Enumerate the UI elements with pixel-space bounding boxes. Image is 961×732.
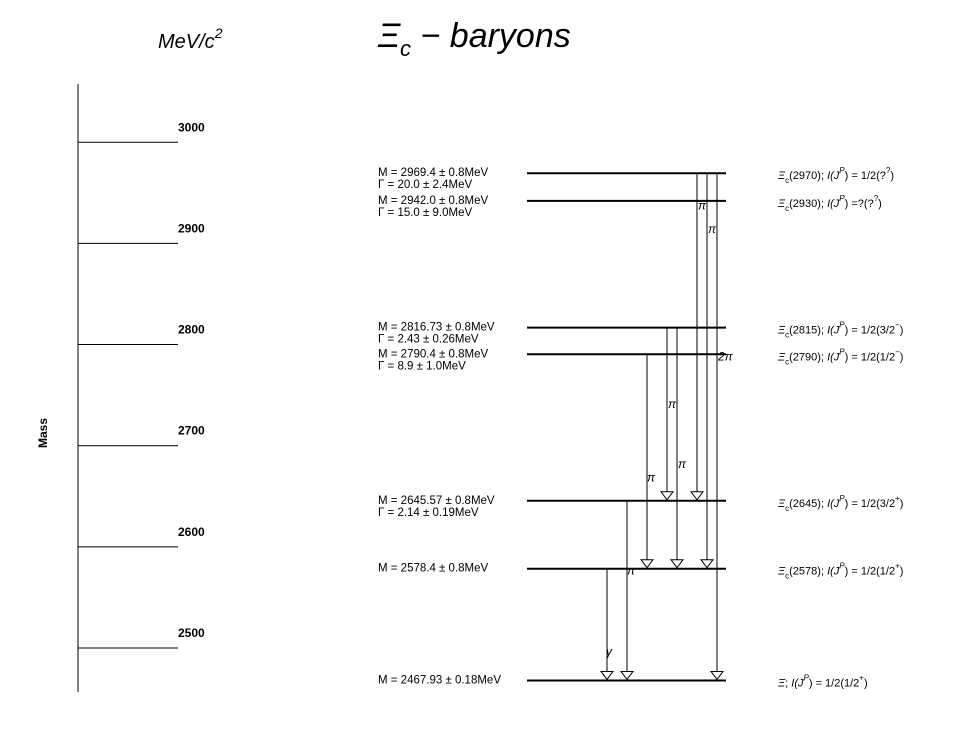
level-mass-text: M = 2467.93 ± 0.18MeV <box>378 674 501 686</box>
transition-arrowhead <box>640 559 654 569</box>
transition-arrowhead <box>670 559 684 569</box>
state-label: Ξc(2790); I(JP) = 1/2(1/2−) <box>777 347 903 366</box>
level-width-text: Γ = 2.14 ± 0.19MeV <box>378 507 479 519</box>
state-label: Ξc(2970); I(JP) = 1/2(??) <box>777 166 894 185</box>
transition-label: π <box>668 397 677 411</box>
mass-unit-label: MeV/c2 <box>158 25 223 53</box>
state-label: Ξc(2930); I(JP) =?(??) <box>777 194 882 213</box>
mass-tick-label: 2900 <box>178 221 205 235</box>
transition-label: 2π <box>717 350 734 364</box>
transition-label: π <box>627 564 636 578</box>
level-mass-text: M = 2790.4 ± 0.8MeV <box>378 348 489 360</box>
mass-tick-label: 2500 <box>178 626 205 640</box>
mass-tick-label: 3000 <box>178 120 205 134</box>
transition-arrowhead <box>690 491 704 501</box>
transition-arrowhead <box>600 670 614 681</box>
transition-arrowhead <box>620 670 634 681</box>
level-mass-text: M = 2942.0 ± 0.8MeV <box>378 195 489 207</box>
level-width-text: Γ = 2.43 ± 0.26MeV <box>378 334 479 346</box>
mass-tick-label: 2800 <box>178 323 205 337</box>
mass-tick-label: 2600 <box>178 525 205 539</box>
state-label: Ξc(2815); I(JP) = 1/2(3/2−) <box>777 321 903 340</box>
transition-arrowhead <box>710 670 724 681</box>
mass-axis-label: Mass <box>36 418 50 448</box>
transition-arrowhead <box>660 491 674 501</box>
state-label: Ξ; I(JP) = 1/2(1/2+) <box>777 673 868 689</box>
level-mass-text: M = 2816.73 ± 0.8MeV <box>378 322 495 334</box>
transition-label: π <box>698 199 707 213</box>
state-label: Ξc(2645); I(JP) = 1/2(3/2+) <box>777 494 903 513</box>
level-mass-text: M = 2645.57 ± 0.8MeV <box>378 495 495 507</box>
transition-label: π <box>647 470 656 484</box>
mass-tick-label: 2700 <box>178 424 205 438</box>
transition-arrowhead <box>700 559 714 569</box>
level-width-text: Γ = 15.0 ± 9.0MeV <box>378 207 472 219</box>
level-mass-text: M = 2578.4 ± 0.8MeV <box>378 563 489 575</box>
transition-label: π <box>708 222 717 236</box>
mass-axis-ticks: 2500 2600 2700 2800 2900 3000 <box>78 120 205 649</box>
transition-label: γ <box>606 645 613 659</box>
transition-label: π <box>678 457 687 471</box>
level-width-text: Γ = 8.9 ± 1.0MeV <box>378 360 466 372</box>
level-mass-text: M = 2969.4 ± 0.8MeV <box>378 167 489 179</box>
state-label: Ξc(2578); I(JP) = 1/2(1/2+) <box>777 562 903 581</box>
diagram-title: Ξc − baryons <box>377 17 571 61</box>
level-width-text: Γ = 20.0 ± 2.4MeV <box>378 179 472 191</box>
